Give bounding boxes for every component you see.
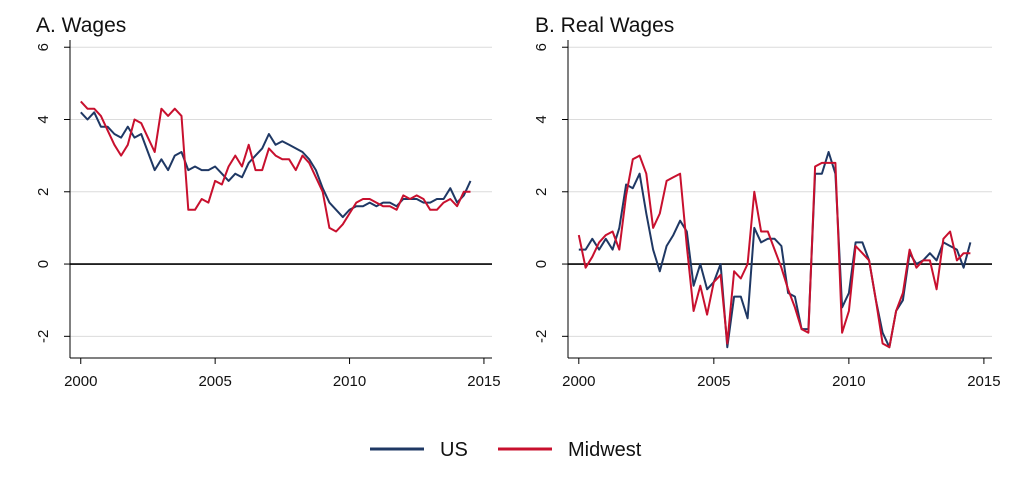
x-tick-label: 2010	[832, 373, 865, 390]
y-tick-label: -2	[533, 330, 550, 343]
y-tick-label: 4	[35, 115, 52, 123]
panel-b-real-wages: B. Real Wages -2 0 2 4 6 2000 2005 2010 2015	[533, 14, 1001, 390]
x-tick-label: 2005	[198, 373, 231, 390]
y-tick-label: 2	[35, 188, 52, 196]
legend-label-us: US	[440, 439, 468, 461]
panel-title: B. Real Wages	[535, 14, 674, 37]
y-tick-label: 6	[35, 43, 52, 51]
y-tick-label: 2	[533, 188, 550, 196]
x-tick-label: 2005	[697, 373, 730, 390]
series-line-midwest	[80, 100, 471, 233]
x-tick-label: 2015	[967, 373, 1000, 390]
y-tick-label: 4	[533, 115, 550, 123]
y-tick-label: 6	[533, 43, 550, 51]
y-tick-label: 0	[533, 260, 550, 268]
legend: US Midwest	[370, 439, 642, 461]
panel-a-wages: A. Wages -2 0 2 4 6 2000 2005 2010 2015	[35, 14, 501, 390]
legend-label-midwest: Midwest	[568, 439, 642, 461]
panel-title: A. Wages	[36, 14, 126, 37]
x-tick-label: 2000	[64, 373, 97, 390]
series-line-us	[80, 111, 472, 219]
y-tick-label: 0	[35, 260, 52, 268]
y-tick-label: -2	[35, 330, 52, 343]
x-tick-label: 2010	[333, 373, 366, 390]
series-line-midwest	[577, 154, 971, 349]
x-tick-label: 2000	[562, 373, 595, 390]
x-tick-label: 2015	[467, 373, 500, 390]
